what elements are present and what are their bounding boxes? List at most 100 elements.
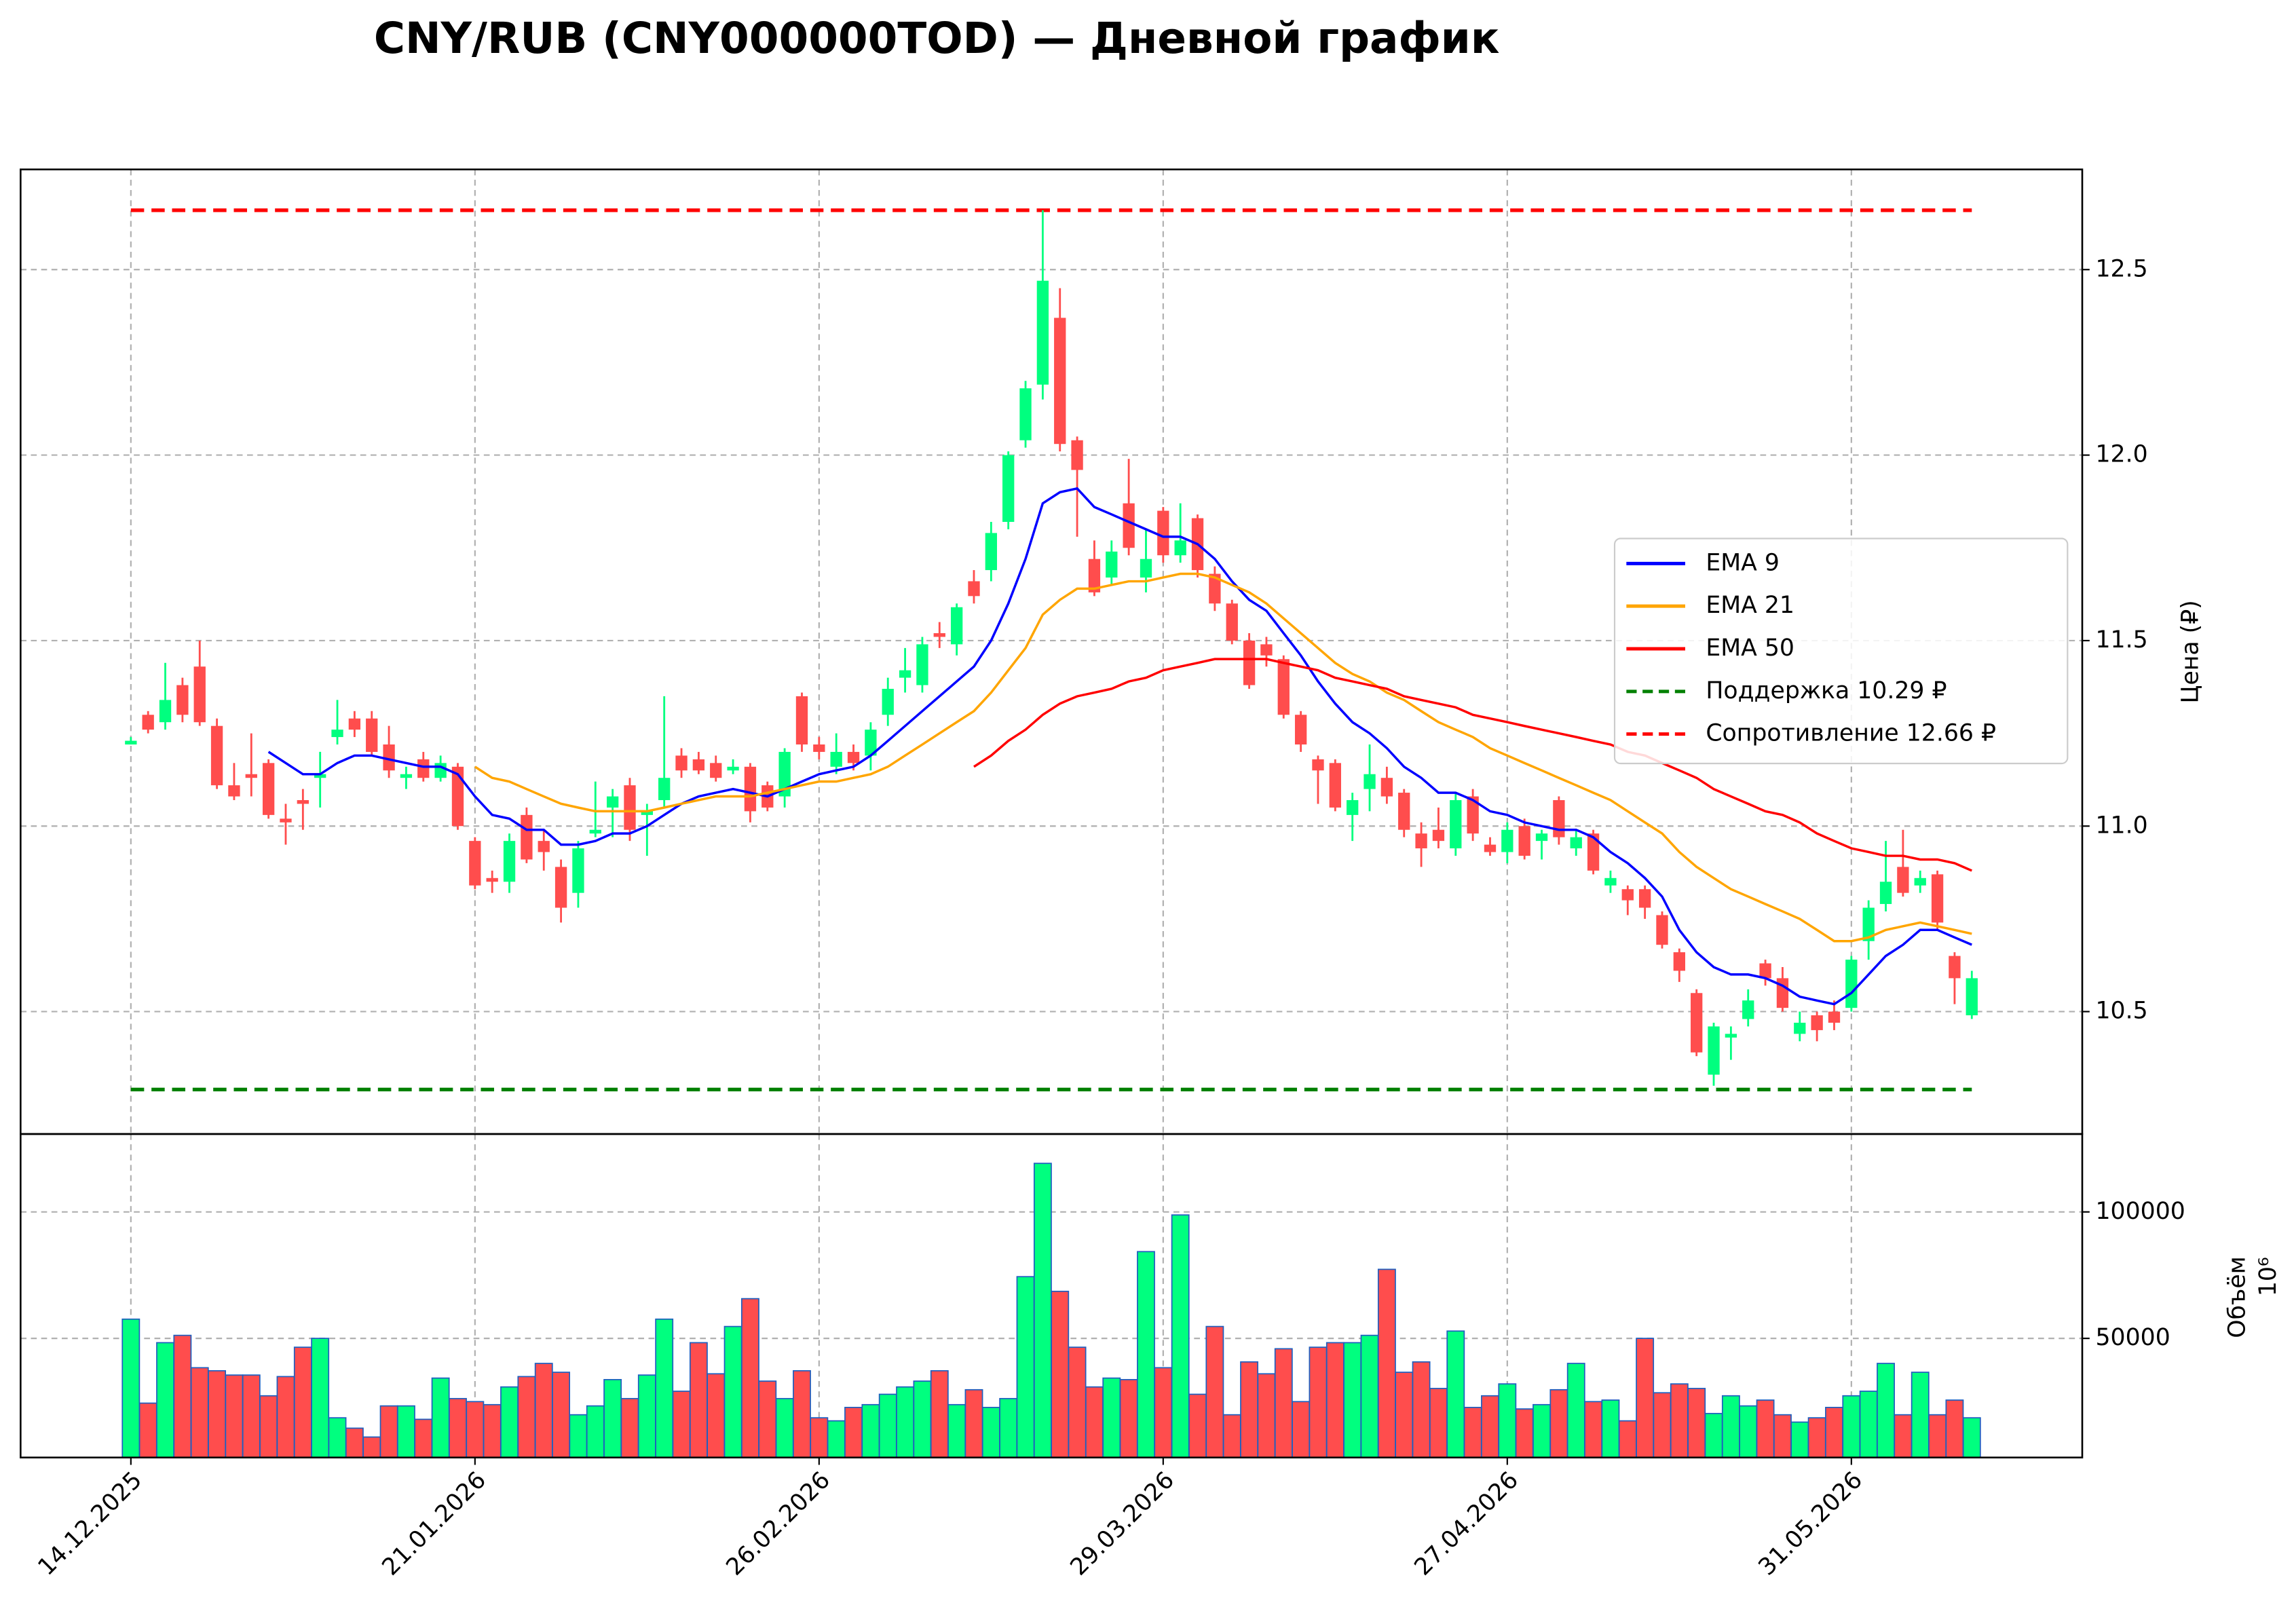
candle-body [469, 841, 481, 886]
volume-bar [1911, 1372, 1930, 1458]
y-tick-label: 10.5 [2095, 998, 2147, 1025]
volume-bar [242, 1374, 261, 1458]
volume-bar [1274, 1348, 1293, 1458]
volume-bar [259, 1395, 278, 1458]
volume-bar [1395, 1372, 1414, 1458]
volume-offset-label: 10⁶ [2255, 1257, 2282, 1296]
volume-bar [1205, 1325, 1224, 1458]
candle-body [882, 689, 894, 715]
volume-bar [328, 1417, 347, 1458]
candle-body [400, 774, 413, 778]
volume-bar [414, 1418, 433, 1458]
volume-bar [362, 1436, 381, 1458]
volume-bar [1566, 1363, 1585, 1458]
volume-bar [999, 1397, 1018, 1458]
candle-body [1157, 510, 1169, 556]
candle-body [1587, 833, 1600, 871]
candle-body [434, 763, 447, 778]
candle-body [1811, 1015, 1823, 1030]
candle-body [1656, 915, 1668, 945]
candle-body [1621, 889, 1634, 901]
volume-bar [190, 1367, 209, 1458]
volume-axis-label: Объём [2224, 1256, 2251, 1338]
candle-body [1415, 833, 1427, 849]
volume-bar [345, 1427, 364, 1458]
volume-bar [138, 1402, 157, 1458]
candle-body [383, 744, 395, 771]
volume-bar [740, 1298, 759, 1458]
candle-body [1501, 829, 1513, 852]
volume-bar [878, 1393, 897, 1458]
volume-bar [964, 1389, 983, 1458]
plot-frame [20, 1133, 2084, 1458]
candle-body [606, 796, 619, 808]
volume-bar [1016, 1276, 1035, 1458]
volume-bar [1653, 1392, 1672, 1458]
volume-bar [276, 1376, 295, 1458]
volume-bar [1051, 1290, 1070, 1458]
candle-body [159, 700, 172, 723]
volume-bar [1928, 1414, 1947, 1458]
volume-bar [723, 1325, 742, 1458]
candle-body [641, 811, 653, 815]
volume-bar [1962, 1417, 1981, 1458]
volume-bar [483, 1403, 502, 1458]
candle-body [314, 774, 326, 778]
candle-body [1691, 993, 1703, 1053]
volume-bar [1325, 1342, 1345, 1458]
volume-bar [1894, 1414, 1913, 1458]
volume-bar [1756, 1399, 1775, 1458]
volume-bar [1068, 1346, 1087, 1458]
candle-body [1312, 759, 1324, 771]
candle-body [830, 751, 842, 767]
candle-body [1553, 800, 1565, 837]
volume-bar [947, 1403, 966, 1458]
volume-bar [1636, 1338, 1655, 1458]
candle-body [1759, 963, 1771, 979]
volume-bar [810, 1417, 829, 1458]
candle-body [1604, 877, 1617, 886]
candle-body [521, 814, 533, 860]
legend-label: EMA 50 [1706, 635, 1794, 662]
candle-body [1484, 844, 1497, 852]
volume-bar [1240, 1361, 1259, 1458]
volume-bar [1687, 1388, 1706, 1458]
x-tick-label: 31.05.2026 [1754, 1467, 1868, 1581]
y-tick-label: 12.0 [2095, 441, 2147, 468]
volume-bar [1825, 1407, 1843, 1458]
volume-bar [1360, 1334, 1379, 1458]
candle-body [297, 800, 309, 804]
candle-body [366, 718, 378, 752]
candle-body [210, 725, 223, 786]
volume-bar [896, 1386, 915, 1458]
candle-body [1054, 318, 1066, 445]
candle-body [1862, 907, 1875, 941]
candle-body [899, 670, 911, 678]
candle-body [1638, 889, 1651, 908]
volume-bar [1618, 1420, 1637, 1458]
volume-bar [655, 1318, 674, 1458]
candle-body [1518, 826, 1530, 856]
volume-bar [1773, 1414, 1792, 1458]
volume-bar [534, 1363, 553, 1458]
volume-bar [1154, 1367, 1173, 1458]
candle-body [985, 533, 997, 571]
candle-body [331, 730, 343, 738]
volume-bar [775, 1397, 794, 1458]
volume-bar [311, 1338, 330, 1458]
candle-body [503, 841, 516, 882]
candle-body [1226, 603, 1238, 641]
candle-body [572, 848, 584, 893]
chart-title: CNY/RUB (CNY000000TOD) — Дневной график [374, 14, 1500, 63]
candle-body [589, 829, 601, 834]
candle-body [1845, 960, 1858, 1008]
volume-bar [1188, 1393, 1207, 1458]
volume-bar [156, 1342, 174, 1458]
volume-bar [1429, 1388, 1448, 1458]
volume-bar [1463, 1407, 1482, 1458]
volume-bar [1343, 1342, 1362, 1458]
candle-body [710, 763, 722, 778]
candle-body [1570, 837, 1582, 849]
volume-bar [1292, 1401, 1311, 1458]
candle-body [262, 763, 275, 815]
